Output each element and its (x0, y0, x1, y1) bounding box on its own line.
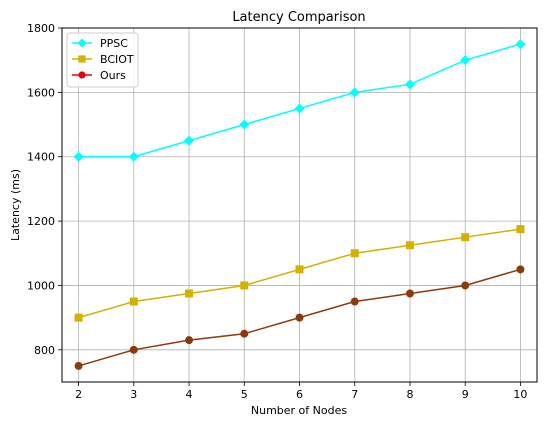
data-point (461, 233, 470, 242)
data-point (516, 225, 525, 234)
data-point (185, 336, 194, 345)
data-point (129, 297, 138, 306)
y-axis: 800 1000 1200 1400 1600 1800 (27, 22, 62, 357)
x-tick-label: 5 (241, 388, 248, 401)
series-bciot (74, 225, 525, 322)
x-tick-label: 6 (296, 388, 303, 401)
data-point (128, 151, 139, 162)
y-tick-label: 1000 (27, 279, 55, 292)
legend-marker (78, 71, 86, 79)
chart-title: Latency Comparison (232, 10, 365, 25)
data-point (404, 79, 415, 90)
legend-item-bciot: BCIOT (72, 53, 134, 66)
legend-label: PPSC (100, 37, 128, 50)
data-point (74, 313, 83, 322)
data-point (73, 151, 84, 162)
grid (62, 27, 537, 382)
x-tick-label: 4 (186, 388, 193, 401)
data-point (350, 249, 359, 258)
data-point (350, 297, 359, 306)
y-axis-label: Latency (ms) (9, 169, 22, 241)
x-tick-label: 8 (406, 388, 413, 401)
legend-label: BCIOT (100, 53, 134, 66)
data-point (129, 345, 138, 354)
legend-label: Ours (100, 69, 126, 82)
data-point (295, 313, 304, 322)
data-point (460, 55, 471, 66)
x-tick-label: 9 (462, 388, 469, 401)
data-point (184, 135, 195, 146)
legend: PPSC BCIOT Ours (66, 32, 139, 88)
data-point (461, 281, 470, 290)
y-tick-label: 1200 (27, 215, 55, 228)
data-point (239, 119, 250, 130)
legend-marker (77, 38, 87, 48)
data-point (240, 281, 249, 290)
legend-item-ours: Ours (72, 69, 126, 82)
data-point (516, 265, 525, 274)
legend-item-ppsc: PPSC (72, 37, 128, 50)
data-point (240, 329, 249, 338)
data-point (295, 265, 304, 274)
data-point (515, 39, 526, 50)
data-point (405, 289, 414, 298)
series-ppsc (73, 39, 526, 162)
y-tick-label: 1800 (27, 22, 55, 35)
x-axis: 2 3 4 5 6 7 8 9 10 (75, 382, 527, 401)
data-point (185, 289, 194, 298)
y-tick-label: 1400 (27, 151, 55, 164)
data-point (294, 103, 305, 114)
data-point (74, 361, 83, 370)
x-tick-label: 7 (351, 388, 358, 401)
data-point (349, 87, 360, 98)
y-tick-label: 800 (34, 344, 55, 357)
x-tick-label: 10 (513, 388, 527, 401)
series-layer (73, 39, 526, 370)
series-ours (74, 265, 525, 370)
x-axis-label: Number of Nodes (251, 404, 347, 417)
data-point (405, 241, 414, 250)
legend-marker (78, 55, 86, 63)
y-tick-label: 1600 (27, 86, 55, 99)
x-tick-label: 3 (130, 388, 137, 401)
x-tick-label: 2 (75, 388, 82, 401)
